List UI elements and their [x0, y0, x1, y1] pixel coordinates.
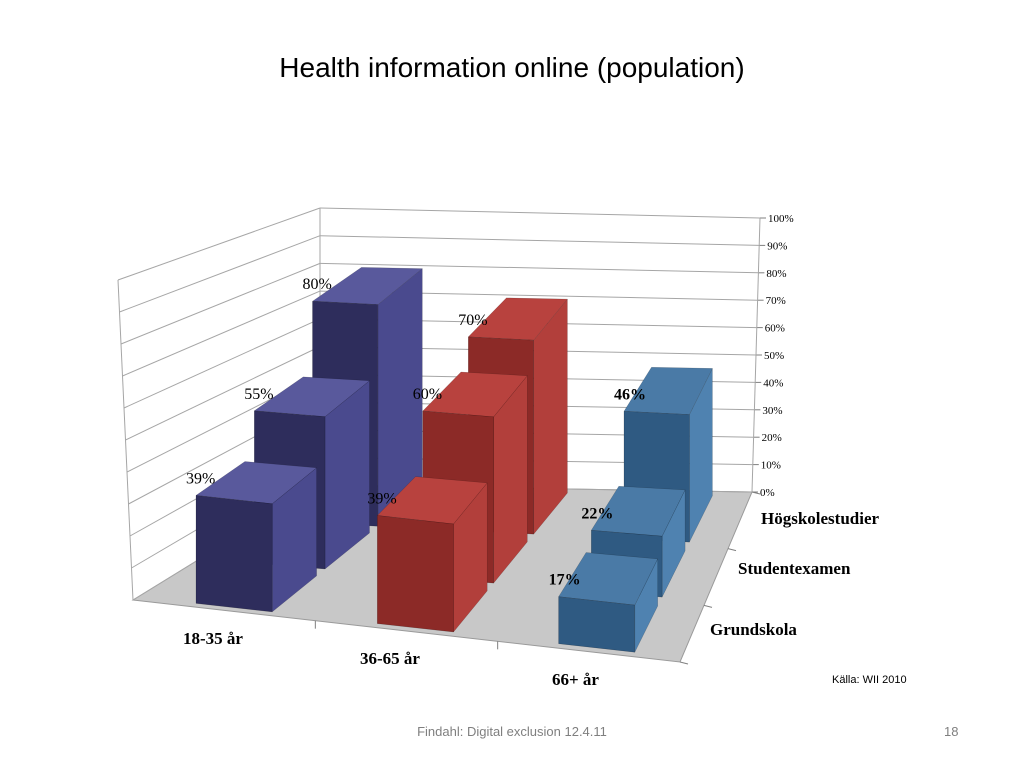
left-wall-gridline [119, 235, 321, 313]
bar-36-65-r-grundskola [377, 515, 454, 633]
bar-top-66-r-studentexamen [590, 485, 686, 537]
y-tick-label: 20% [762, 432, 782, 444]
category-label-36-65-r: 36-65 år [360, 649, 420, 668]
y-tick-label: 60% [765, 323, 785, 335]
data-label-18-35-r-grundskola: 39% [186, 470, 215, 487]
left-wall-gridline [123, 318, 321, 409]
bar-66-r-grundskola [558, 596, 636, 653]
left-wall-gridline [125, 346, 321, 441]
depth-tick-mark [679, 661, 689, 665]
source-note: Källa: WII 2010 [832, 674, 907, 686]
series-label-grundskola: Grundskola [710, 620, 797, 639]
back-wall-gridline [319, 207, 761, 219]
y-tick-label: 100% [768, 213, 794, 225]
bar-top-66-r-h-gskolestudier [623, 366, 713, 415]
depth-tick-mark [727, 548, 737, 552]
bar-top-36-65-r-studentexamen [422, 371, 528, 418]
data-label-36-65-r-grundskola: 39% [367, 491, 396, 508]
back-wall-gridline [319, 262, 759, 274]
bar-top-18-35-r-studentexamen [253, 376, 371, 417]
y-tick-label: 40% [763, 377, 783, 389]
y-tick-label: 80% [766, 268, 786, 280]
data-label-66-r-studentexamen: 22% [581, 505, 613, 522]
y-tick-label: 50% [764, 350, 784, 362]
page-number: 18 [944, 724, 959, 739]
left-wall-gridline [120, 262, 321, 345]
data-label-18-35-r-h-gskolestudier: 80% [302, 276, 331, 293]
y-tick-label: 0% [760, 487, 775, 499]
back-wall-right-edge [751, 217, 761, 493]
y-tick-label: 10% [761, 460, 781, 472]
data-label-36-65-r-studentexamen: 60% [413, 386, 442, 403]
data-label-18-35-r-studentexamen: 55% [244, 386, 273, 403]
y-tick-label: 70% [766, 295, 786, 307]
left-wall-gridline [122, 290, 321, 377]
data-label-36-65-r-h-gskolestudier: 70% [458, 312, 487, 329]
data-label-66-r-h-gskolestudier: 46% [614, 386, 646, 403]
back-wall-gridline [319, 235, 760, 246]
depth-tick-mark [751, 491, 761, 495]
y-tick-label: 90% [767, 240, 787, 252]
left-wall-gridline [117, 207, 321, 281]
data-label-66-r-grundskola: 17% [549, 572, 581, 589]
category-label-66-r: 66+ år [552, 670, 599, 689]
bar-top-18-35-r-h-gskolestudier [311, 267, 423, 305]
bar-18-35-r-grundskola [195, 495, 273, 613]
series-label-studentexamen: Studentexamen [738, 559, 851, 578]
depth-tick-mark [703, 604, 713, 608]
slide-title: Health information online (population) [279, 52, 745, 83]
y-tick-label: 30% [762, 405, 782, 417]
series-label-h-gskolestudier: Högskolestudier [761, 509, 880, 528]
left-wall-front-edge [117, 279, 134, 601]
slide-footer: Findahl: Digital exclusion 12.4.11 [417, 724, 607, 739]
category-label-18-35-r: 18-35 år [183, 629, 243, 648]
